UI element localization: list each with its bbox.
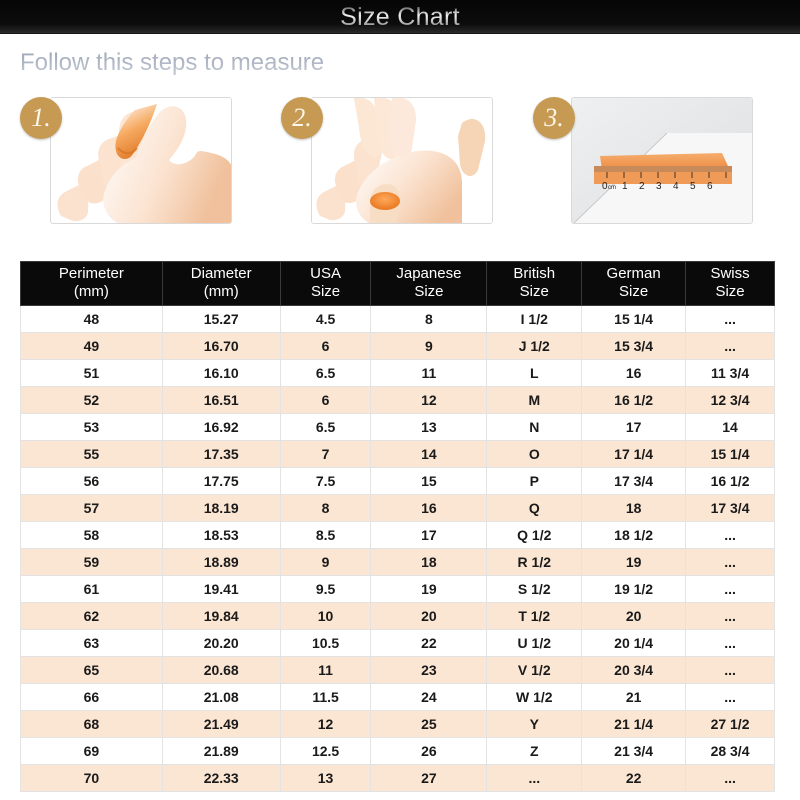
svg-text:5: 5 [690,181,696,192]
svg-text:1: 1 [622,181,628,192]
svg-text:cm: cm [608,185,616,191]
svg-text:2: 2 [639,181,645,192]
svg-text:3: 3 [656,181,662,192]
svg-text:4: 4 [673,181,679,192]
svg-text:6: 6 [707,181,713,192]
